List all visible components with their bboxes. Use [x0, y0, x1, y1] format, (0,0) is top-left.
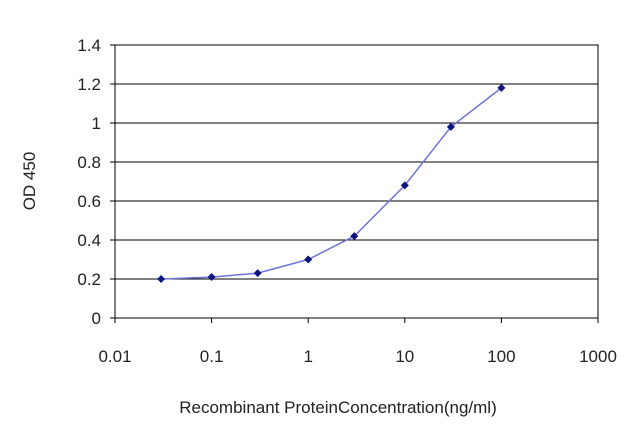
data-point — [157, 275, 166, 283]
y-tick-label: 0.2 — [77, 270, 101, 289]
y-tick-label: 0.6 — [77, 192, 101, 211]
x-axis-ticks: 0.01 0.1 1 10 100 1000 — [98, 318, 617, 366]
data-point — [446, 122, 455, 131]
x-tick-label: 100 — [487, 347, 515, 366]
x-tick-label: 1 — [303, 347, 312, 366]
y-tick-label: 0.8 — [77, 153, 101, 172]
series-line — [161, 87, 502, 280]
x-axis-label: Recombinant ProteinConcentration(ng/ml) — [179, 398, 497, 417]
x-tick-label: 0.1 — [200, 347, 224, 366]
data-point — [400, 181, 409, 190]
y-tick-label: 1.2 — [77, 75, 101, 94]
data-series — [157, 83, 506, 283]
y-tick-label: 0.4 — [77, 231, 101, 250]
data-point — [304, 255, 313, 264]
y-axis-label: OD 450 — [20, 152, 39, 211]
grid-lines — [115, 83, 598, 280]
x-tick-label: 1000 — [579, 347, 617, 366]
data-point — [497, 83, 506, 92]
data-point — [350, 232, 359, 241]
plot-area — [114, 44, 599, 319]
data-point — [207, 273, 216, 282]
data-point — [253, 269, 262, 278]
x-tick-label: 0.01 — [98, 347, 131, 366]
x-tick-label: 10 — [395, 347, 414, 366]
y-tick-label: 0 — [92, 309, 101, 328]
y-tick-label: 1 — [92, 114, 101, 133]
y-tick-label: 1.4 — [77, 36, 101, 55]
y-axis-ticks: 0 0.2 0.4 0.6 0.8 1 1.2 1.4 — [77, 36, 115, 328]
